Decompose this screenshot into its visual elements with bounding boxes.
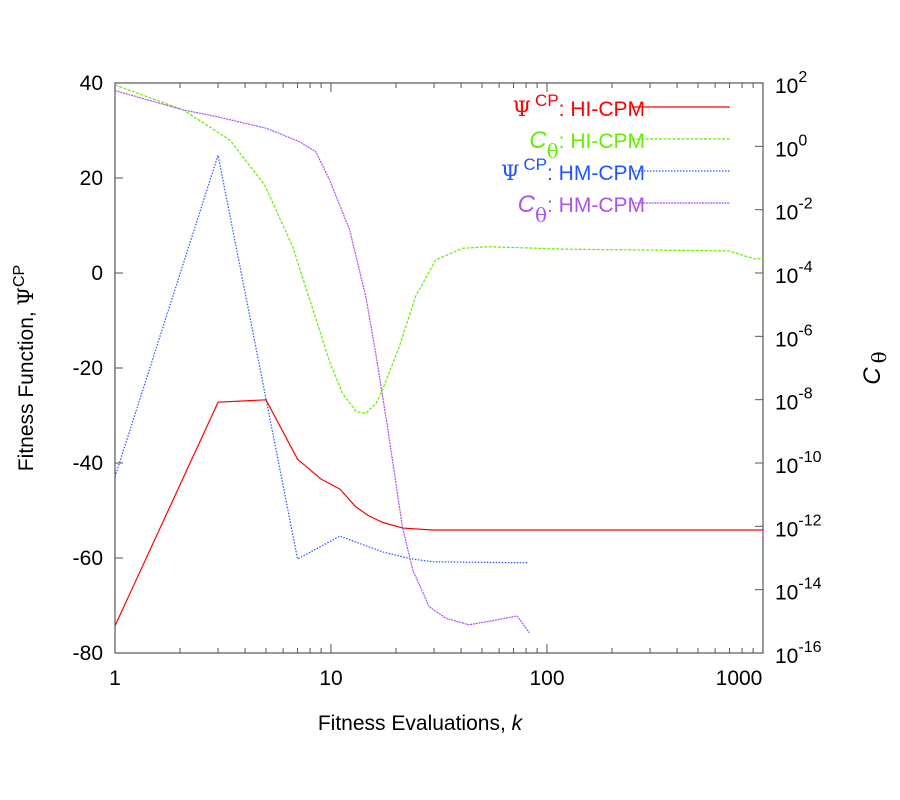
y2-tick-label: 100: [775, 132, 807, 161]
x-tick-label: 100: [529, 667, 564, 690]
series-line-2: [114, 84, 764, 414]
y2-tick-label: 10-12: [775, 512, 822, 541]
x-axis-label: Fitness Evaluations, k: [318, 712, 524, 735]
series-lines: [114, 84, 764, 634]
plot-frame: [114, 82, 764, 654]
y-tick-label: 20: [80, 167, 103, 190]
y2-tick-label: 10-10: [775, 449, 822, 478]
legend-label-4: Cθ: HM-CPM: [518, 191, 645, 227]
y2-tick-label: 10-14: [775, 576, 822, 605]
legend-label-2: Cθ: HI-CPM: [529, 127, 645, 163]
y-tick-label: 40: [80, 72, 103, 95]
x-tick-label: 1000: [716, 667, 763, 690]
y2-tick-label: 10-2: [775, 196, 813, 225]
series-line-3: [114, 154, 528, 564]
y2-tick-label: 10-4: [775, 259, 813, 288]
y-tick-label: -40: [73, 452, 103, 475]
axis-ticks: 1 10 100 1000 40 20 0 -20 -40 -60 -80 102 100 10-2 10-…: [73, 69, 822, 690]
y2-axis-label: Cθ: [859, 351, 891, 384]
legend-label-3: Ψ CP: HM-CPM: [501, 155, 645, 185]
series-line-1: [114, 399, 763, 627]
y2-tick-label: 10-6: [775, 322, 813, 351]
y-tick-label: -80: [73, 642, 103, 665]
legend-label-1: Ψ CP: HI-CPM: [513, 91, 645, 121]
x-tick-label: 1: [109, 667, 121, 690]
x-tick-label: 10: [319, 667, 342, 690]
y2-tick-label: 10-8: [775, 386, 813, 415]
y-tick-label: -20: [73, 357, 103, 380]
y-tick-label: -60: [73, 547, 103, 570]
y-axis-label: Fitness Function, ΨCP: [11, 265, 38, 471]
y-tick-label: 0: [91, 262, 103, 285]
y2-tick-label: 10-16: [775, 639, 822, 668]
series-line-4: [114, 90, 530, 634]
y2-tick-label: 102: [775, 69, 807, 98]
